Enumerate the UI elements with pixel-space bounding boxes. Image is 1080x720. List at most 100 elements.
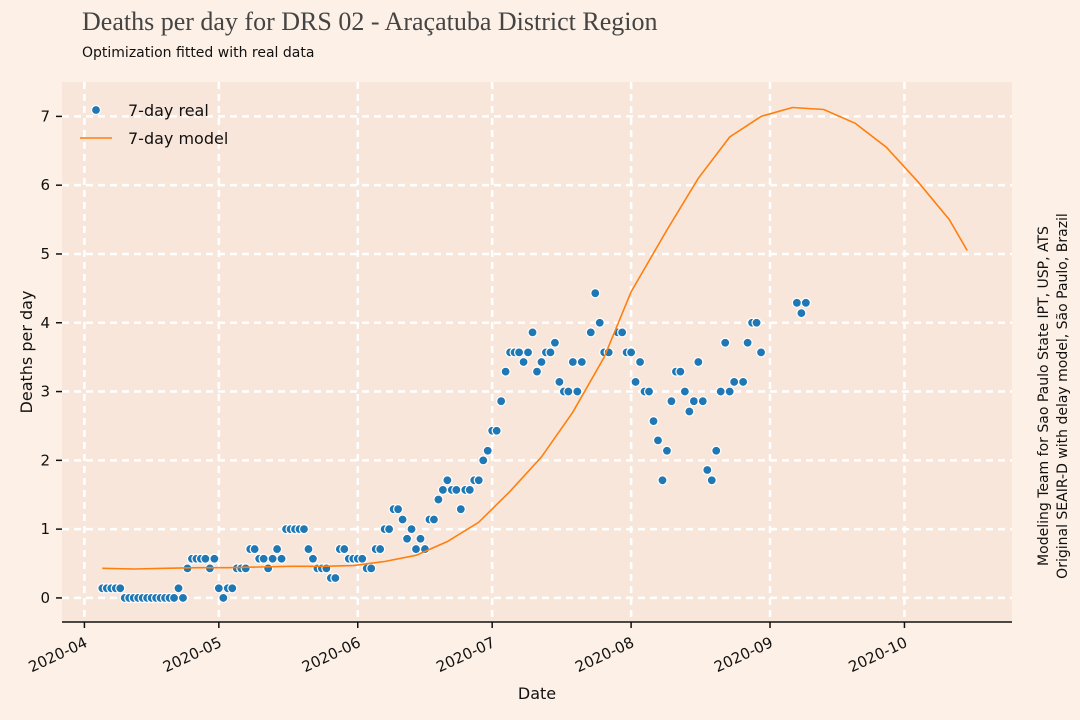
- data-point: [648, 416, 659, 427]
- x-axis-label: Date: [518, 684, 556, 703]
- data-point: [321, 563, 332, 574]
- data-point: [518, 356, 529, 368]
- data-point: [549, 337, 561, 348]
- y-tick-label: 1: [40, 520, 50, 538]
- data-point: [738, 376, 749, 388]
- y-axis-label: Deaths per day: [17, 291, 36, 414]
- data-point: [115, 583, 126, 594]
- legend: 7-day real 7-day model: [80, 101, 228, 148]
- data-point: [177, 592, 189, 604]
- data-point: [478, 455, 489, 466]
- data-point: [661, 445, 673, 456]
- data-point: [173, 583, 184, 594]
- data-point: [496, 396, 507, 407]
- data-point: [464, 484, 475, 496]
- data-point: [406, 524, 417, 535]
- data-point: [397, 514, 408, 525]
- marks: [97, 106, 968, 604]
- data-point: [375, 543, 386, 555]
- data-point: [249, 543, 260, 555]
- data-point: [693, 356, 704, 368]
- data-point: [240, 563, 251, 574]
- y-tick-label: 5: [40, 245, 50, 263]
- data-point: [751, 317, 762, 328]
- y-tick-label: 2: [40, 451, 50, 469]
- data-point: [791, 297, 803, 308]
- data-point: [263, 563, 274, 574]
- data-point: [401, 533, 413, 544]
- data-point: [536, 356, 547, 368]
- data-point: [800, 297, 811, 308]
- data-point: [742, 337, 753, 348]
- data-point: [209, 553, 220, 564]
- data-point: [307, 553, 319, 564]
- data-point: [585, 327, 596, 338]
- y-tick-label: 6: [40, 176, 50, 194]
- data-point: [688, 396, 699, 407]
- data-point: [451, 484, 462, 496]
- data-point: [500, 366, 511, 377]
- legend-marker: [90, 104, 102, 116]
- annotation: Original SEAIR-D with delay model, São P…: [1055, 213, 1071, 579]
- data-point: [572, 386, 583, 397]
- data-point: [679, 386, 690, 397]
- data-point: [258, 553, 269, 564]
- data-point: [720, 337, 731, 348]
- y-tick-label: 3: [40, 383, 50, 401]
- data-point: [339, 543, 350, 555]
- plot-area: [62, 82, 1012, 622]
- model-line: [102, 106, 968, 570]
- data-point: [652, 435, 664, 446]
- data-point: [473, 475, 484, 486]
- data-point: [715, 386, 726, 397]
- data-point: [200, 553, 211, 564]
- data-point: [491, 425, 502, 436]
- y-tick-label: 7: [40, 107, 50, 125]
- data-point: [531, 366, 543, 377]
- data-point: [684, 406, 695, 417]
- y-tick-label: 0: [40, 589, 50, 607]
- data-point: [384, 524, 395, 535]
- data-point: [563, 386, 574, 397]
- data-point: [634, 356, 646, 368]
- data-point: [576, 356, 587, 368]
- chart-title: Deaths per day for DRS 02 - Araçatuba Di…: [82, 7, 657, 36]
- chart-subtitle: Optimization fitted with real data: [82, 45, 314, 61]
- data-point: [702, 464, 713, 476]
- data-point: [522, 347, 534, 358]
- data-point: [513, 347, 525, 358]
- data-point: [218, 592, 229, 604]
- annotation: Modeling Team for Sao Paulo State IPT, U…: [1036, 226, 1052, 566]
- data-point: [617, 327, 628, 338]
- data-point: [545, 347, 556, 358]
- data-point: [271, 543, 283, 555]
- data-point: [303, 543, 314, 555]
- data-point: [711, 445, 722, 456]
- data-point: [482, 445, 493, 456]
- data-point: [554, 376, 565, 388]
- data-point: [567, 356, 578, 368]
- data-point: [410, 543, 422, 555]
- data-point: [630, 376, 641, 388]
- data-point: [392, 504, 404, 515]
- data-point: [428, 514, 440, 525]
- data-point: [330, 572, 341, 584]
- data-point: [729, 376, 740, 388]
- legend-label: 7-day real: [128, 101, 209, 120]
- data-point: [590, 288, 601, 299]
- data-point: [594, 317, 605, 328]
- data-point: [796, 308, 807, 319]
- data-point: [455, 504, 466, 515]
- legend-label: 7-day model: [128, 129, 228, 148]
- data-point: [643, 386, 655, 397]
- data-point: [213, 583, 224, 594]
- data-point: [267, 553, 278, 564]
- data-point: [357, 553, 368, 564]
- data-point: [276, 553, 287, 564]
- y-tick-label: 4: [40, 314, 50, 332]
- data-point: [626, 347, 637, 358]
- data-point: [437, 484, 448, 496]
- data-point: [724, 386, 735, 397]
- data-point: [366, 563, 377, 574]
